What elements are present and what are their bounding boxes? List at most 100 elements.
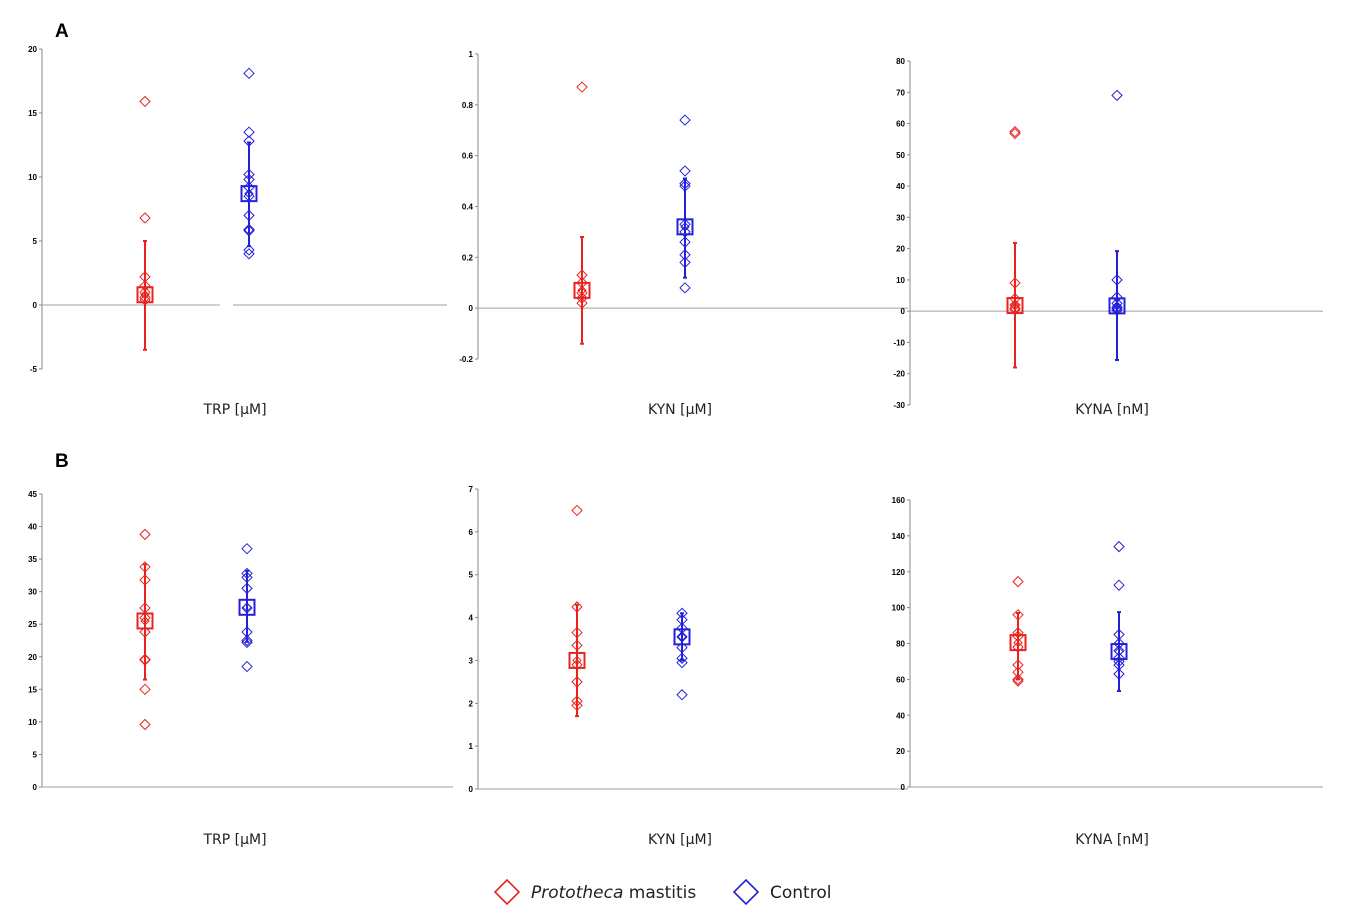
y-tick-label: 20 xyxy=(896,747,905,756)
data-point xyxy=(139,294,151,306)
svg-text:Prototheca mastitis: Prototheca mastitis xyxy=(531,883,696,903)
series-prototheca xyxy=(136,528,154,731)
data-point xyxy=(241,660,253,673)
data-point xyxy=(679,177,691,190)
median-marker xyxy=(136,286,154,304)
y-tick-label: 2 xyxy=(469,699,474,708)
data-point xyxy=(243,135,255,147)
data-point xyxy=(1009,277,1021,289)
y-tick-label: 20 xyxy=(28,653,37,662)
y-tick-label: 5 xyxy=(33,750,38,759)
data-point xyxy=(571,676,583,688)
y-tick-label: 0 xyxy=(901,307,906,316)
panel-letter-b: B xyxy=(55,451,69,472)
y-tick-label: 1 xyxy=(469,742,474,751)
data-point xyxy=(139,718,151,731)
y-tick-label: 5 xyxy=(33,237,38,246)
data-point xyxy=(241,626,253,638)
y-tick-label: 100 xyxy=(892,604,906,613)
median-inner-mark xyxy=(680,222,690,232)
data-point xyxy=(139,683,151,696)
data-point xyxy=(1009,303,1021,316)
data-point xyxy=(576,297,588,309)
data-point xyxy=(1012,575,1024,588)
chart-b-trp: 0 5 10 15 20 25 30 35 40 45 TRP [µM] xyxy=(28,490,453,848)
median-marker xyxy=(673,628,691,646)
data-point xyxy=(1113,628,1125,641)
data-point xyxy=(1111,274,1123,286)
median-inner-mark xyxy=(140,616,150,626)
y-tick-label: 0 xyxy=(33,301,38,310)
data-point xyxy=(679,236,691,248)
data-point xyxy=(679,218,691,230)
y-tick-label: 40 xyxy=(896,182,905,191)
y-tick-label: 120 xyxy=(892,568,906,577)
y-tick-label: 4 xyxy=(469,614,474,623)
series-prototheca xyxy=(573,81,591,345)
y-tick-label: 10 xyxy=(896,276,905,285)
data-point xyxy=(243,168,255,181)
chart-a-trp: -5 0 5 10 15 20 TRP [µM] xyxy=(28,45,447,418)
y-tick-label: 60 xyxy=(896,120,905,129)
data-point xyxy=(1012,641,1024,653)
data-point xyxy=(241,636,253,649)
data-point xyxy=(576,81,588,93)
median-inner-mark xyxy=(577,285,587,296)
data-point xyxy=(139,271,151,283)
series-prototheca xyxy=(1009,575,1027,687)
data-point xyxy=(241,567,253,580)
median-inner-mark xyxy=(677,632,687,642)
data-point xyxy=(241,582,253,595)
data-point xyxy=(139,653,151,666)
data-point xyxy=(576,277,588,289)
data-point xyxy=(1009,125,1021,138)
median-inner-mark xyxy=(572,655,582,666)
data-point xyxy=(1111,89,1123,102)
y-tick-label: 10 xyxy=(28,718,37,727)
median-inner-mark xyxy=(244,188,254,199)
data-point xyxy=(1113,637,1125,650)
y-tick-label: 40 xyxy=(28,523,37,532)
x-axis-label: KYN [µM] xyxy=(648,402,712,418)
median-inner-mark xyxy=(1114,646,1124,657)
y-tick-label: 15 xyxy=(28,685,37,694)
y-tick-label: 50 xyxy=(896,151,905,160)
median-marker xyxy=(1108,297,1126,315)
data-point xyxy=(679,256,691,269)
series-control xyxy=(238,542,256,673)
y-tick-label: 1 xyxy=(469,50,474,59)
data-point xyxy=(676,607,688,619)
data-point xyxy=(679,282,691,294)
data-point xyxy=(139,212,151,224)
chart-b-kyna: 0 20 40 60 80 100 120 140 160 KYNA [nM] xyxy=(892,496,1323,848)
chart-b-kyn: 0 1 2 3 4 5 6 7 KYN [µM] xyxy=(469,485,908,848)
data-point xyxy=(243,223,255,236)
y-tick-label: 0.4 xyxy=(462,203,474,212)
y-tick-label: 30 xyxy=(28,588,37,597)
legend-label-italic: Prototheca xyxy=(531,883,623,903)
y-tick-label: -10 xyxy=(893,338,905,347)
data-point xyxy=(243,173,255,186)
y-tick-label: -20 xyxy=(893,370,905,379)
data-point xyxy=(243,244,255,256)
y-tick-label: 60 xyxy=(896,675,905,684)
data-point xyxy=(1012,675,1024,687)
series-prototheca xyxy=(568,504,586,718)
data-point xyxy=(139,95,151,108)
median-marker xyxy=(676,218,694,236)
data-point xyxy=(1113,540,1125,553)
y-tick-label: 0 xyxy=(469,785,474,794)
data-point xyxy=(676,631,688,643)
y-tick-label: 5 xyxy=(469,571,474,580)
legend-red-diamond-icon xyxy=(493,878,521,906)
y-tick-label: 20 xyxy=(28,45,37,54)
data-point xyxy=(243,248,255,260)
chart-a-kyn: -0.2 0 0.2 0.4 0.6 0.8 1 KYN [µM] xyxy=(459,50,908,418)
data-point xyxy=(679,114,691,126)
data-point xyxy=(243,225,255,237)
median-marker xyxy=(136,612,154,630)
y-tick-label: 7 xyxy=(469,485,474,494)
y-tick-label: 3 xyxy=(469,656,474,665)
median-marker xyxy=(1110,643,1128,661)
data-point xyxy=(241,634,253,647)
